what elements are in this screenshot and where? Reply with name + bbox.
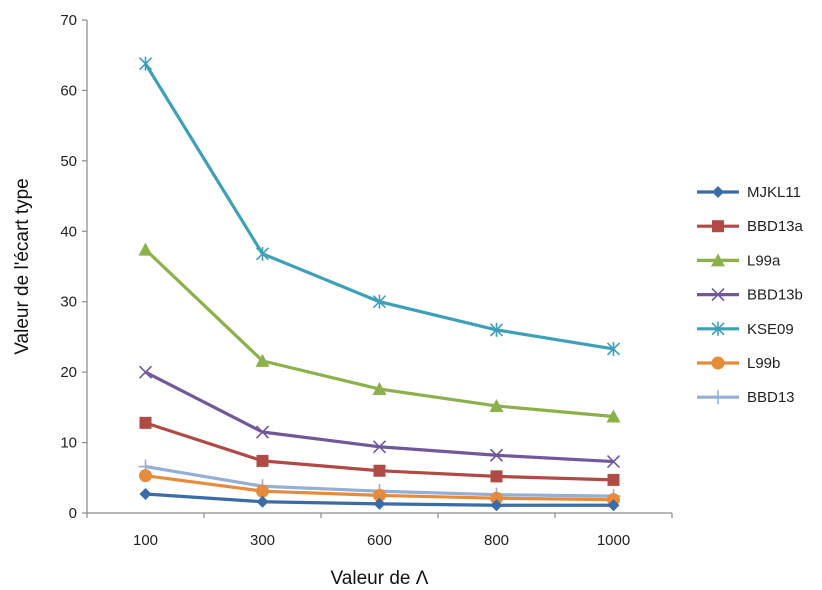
y-ticks: 0 10 20 30 40 50 60 70	[60, 12, 87, 522]
legend-marker-bbd13a	[712, 220, 724, 233]
legend-item-kse09: KSE09	[697, 321, 794, 338]
x-tick-label: 100	[133, 532, 158, 549]
legend-label: KSE09	[747, 321, 794, 338]
series-bbd13b	[138, 365, 621, 469]
series-l99b	[139, 469, 620, 507]
data-point-l99a	[255, 353, 270, 367]
data-point-kse09	[255, 246, 270, 261]
data-point-bbd13b	[489, 448, 504, 462]
data-point-kse09	[606, 341, 621, 356]
data-point-mjkl11	[373, 497, 386, 510]
y-tick-label: 70	[60, 12, 77, 29]
data-point-bbd13a	[256, 454, 269, 467]
legend-marker-mjkl11	[712, 186, 724, 198]
y-tick-label: 40	[60, 223, 77, 240]
legend-item-l99a: L99a	[697, 252, 781, 269]
data-point-l99b	[373, 488, 386, 502]
data-point-mjkl11	[256, 495, 269, 508]
data-point-l99a	[138, 242, 153, 256]
data-point-mjkl11	[490, 499, 503, 512]
data-point-bbd13a	[607, 473, 620, 486]
x-tick-label: 1000	[597, 532, 630, 549]
y-tick-label: 50	[60, 153, 77, 170]
legend-label: L99a	[747, 252, 781, 269]
legend-label: BBD13a	[747, 218, 804, 235]
legend-marker-kse09	[711, 321, 725, 336]
data-point-mjkl11	[607, 499, 620, 512]
data-point-kse09	[372, 294, 387, 309]
series-mjkl11	[139, 487, 620, 512]
data-point-l99b	[256, 484, 269, 498]
legend-marker-l99a	[711, 253, 725, 267]
data-point-l99a	[372, 382, 387, 396]
data-point-bbd13b	[138, 365, 153, 379]
y-tick-label: 30	[60, 294, 77, 311]
legend-marker-bbd13	[711, 390, 725, 405]
series-bbd13a	[139, 416, 620, 486]
legend-item-bbd13b: BBD13b	[697, 287, 803, 304]
y-tick-label: 0	[69, 505, 77, 522]
y-tick-label: 20	[60, 364, 77, 381]
series-kse09	[138, 56, 621, 356]
legend-label: BBD13	[747, 389, 795, 406]
data-point-kse09	[138, 56, 153, 71]
data-point-l99a	[606, 409, 621, 423]
axes	[86, 20, 672, 514]
data-point-bbd13a	[139, 416, 152, 429]
data-point-l99a	[489, 398, 504, 412]
y-axis-title: Valeur de l'écart type	[12, 178, 33, 354]
legend-item-l99b: L99b	[697, 355, 780, 372]
x-ticks: 100 300 600 800 1000	[86, 513, 673, 549]
data-point-kse09	[489, 322, 504, 337]
legend-item-bbd13: BBD13	[697, 389, 795, 406]
data-point-bbd13b	[606, 455, 621, 469]
series-l99a	[138, 242, 621, 423]
data-point-l99b	[490, 491, 503, 505]
legend-label: L99b	[747, 355, 780, 372]
legend: MJKL11 BBD13a L99a BBD13b KSE09 L99b BBD13	[697, 184, 804, 406]
legend-item-mjkl11: MJKL11	[697, 184, 801, 201]
legend-label: BBD13b	[747, 287, 803, 304]
x-axis-title: Valeur de Λ	[331, 568, 429, 589]
data-point-mjkl11	[139, 487, 152, 500]
data-point-bbd13b	[372, 440, 387, 454]
data-point-bbd13a	[490, 470, 503, 483]
series-group	[138, 56, 621, 512]
legend-label: MJKL11	[747, 184, 801, 201]
legend-item-bbd13a: BBD13a	[697, 218, 804, 235]
legend-marker-l99b	[711, 356, 725, 370]
x-tick-label: 800	[484, 532, 509, 549]
x-tick-label: 600	[367, 532, 392, 549]
y-tick-label: 60	[60, 82, 77, 99]
y-tick-label: 10	[60, 435, 77, 452]
legend-marker-bbd13b	[711, 288, 725, 302]
data-point-l99b	[139, 469, 152, 483]
data-point-bbd13b	[255, 425, 270, 439]
data-point-bbd13a	[373, 464, 386, 477]
x-tick-label: 300	[250, 532, 275, 549]
